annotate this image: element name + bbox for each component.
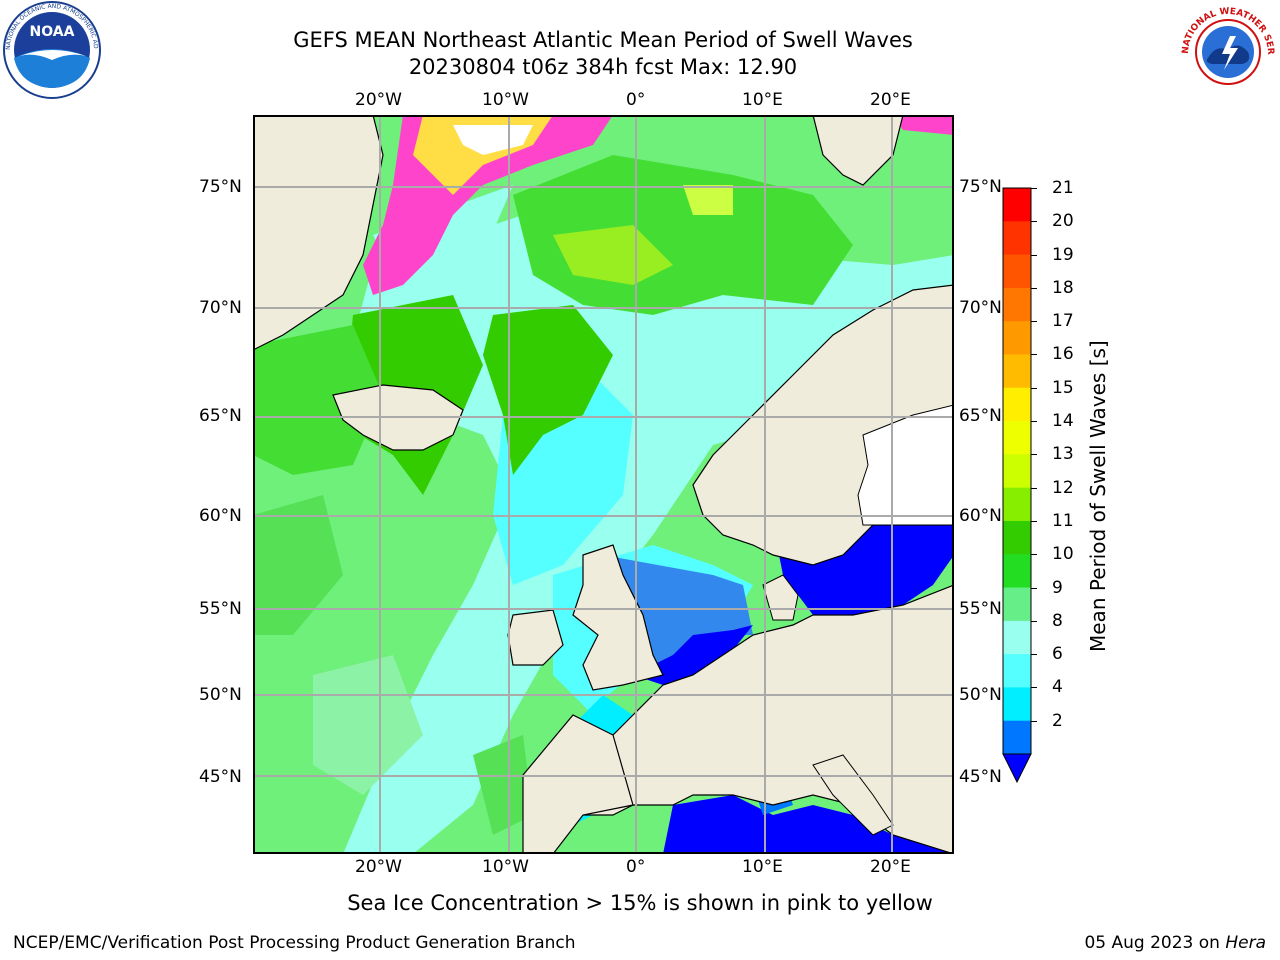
colorbar-tick-mark — [1031, 454, 1037, 456]
right-lat-label: 50°N — [959, 685, 1002, 705]
colorbar-tick-label: 4 — [1052, 677, 1063, 698]
colorbar-tick-label: 17 — [1052, 311, 1074, 332]
colorbar-tick-mark — [1031, 687, 1037, 689]
colorbar-tick-mark — [1031, 487, 1037, 489]
map-subtitle: 20230804 t06z 384h fcst Max: 12.90 — [408, 55, 798, 79]
map-title: GEFS MEAN Northeast Atlantic Mean Period… — [293, 28, 913, 52]
right-lat-label: 60°N — [959, 506, 1002, 526]
colorbar-band — [1003, 221, 1031, 256]
colorbar-tick-label: 10 — [1052, 544, 1074, 565]
right-lat-label: 55°N — [959, 599, 1002, 619]
colorbar-tick-label: 11 — [1052, 510, 1074, 531]
colorbar-tick-label: 15 — [1052, 377, 1074, 398]
colorbar-band — [1003, 554, 1031, 589]
top-lon-label: 0° — [626, 90, 646, 110]
colorbar-tick-mark — [1031, 254, 1037, 256]
host-name: Hera — [1225, 933, 1266, 953]
colorbar-tick-mark — [1031, 321, 1037, 323]
colorbar-band — [1003, 587, 1031, 622]
bottom-lon-label: 10°W — [482, 857, 529, 877]
colorbar-tick-mark — [1031, 554, 1037, 556]
colorbar-tick-label: 20 — [1052, 211, 1074, 232]
colorbar-band — [1003, 354, 1031, 389]
bottom-lon-label: 10°E — [742, 857, 783, 877]
left-lat-label: 55°N — [199, 599, 242, 619]
colorbar-extend-arrow — [1002, 753, 1032, 784]
colorbar — [1000, 186, 1040, 786]
colorbar-band — [1003, 487, 1031, 522]
right-lat-label: 70°N — [959, 298, 1002, 318]
bottom-lon-label: 20°E — [870, 857, 911, 877]
colorbar-tick-label: 6 — [1052, 644, 1063, 665]
colorbar-tick-label: 19 — [1052, 244, 1074, 265]
colorbar-band — [1003, 687, 1031, 722]
colorbar-tick-label: 2 — [1052, 710, 1063, 731]
colorbar-band — [1003, 654, 1031, 688]
nws-logo: NATIONAL WEATHER SERVICE — [1173, 0, 1280, 100]
right-lat-label: 75°N — [959, 177, 1002, 197]
colorbar-tick-label: 13 — [1052, 444, 1074, 465]
top-lon-label: 20°W — [355, 90, 402, 110]
colorbar-ticks: 21 20 19 18 17 16 15 14 13 12 11 10 9 8 6 4 2 — [1031, 178, 1102, 770]
colorbar-tick-mark — [1031, 421, 1037, 423]
left-lat-label: 65°N — [199, 406, 242, 426]
run-date-text: 05 Aug 2023 on — [1084, 933, 1226, 953]
colorbar-band — [1003, 620, 1031, 655]
swell-period-map — [253, 115, 954, 854]
run-date: 05 Aug 2023 on Hera — [1084, 933, 1266, 953]
colorbar-tick-label: 21 — [1052, 178, 1074, 198]
colorbar-tick-mark — [1031, 587, 1037, 589]
colorbar-tick-mark — [1031, 387, 1037, 389]
left-lat-label: 60°N — [199, 506, 242, 526]
colorbar-tick-mark — [1031, 221, 1037, 223]
colorbar-outline — [1002, 187, 1032, 755]
colorbar-tick-label: 14 — [1052, 411, 1074, 432]
colorbar-tick-mark — [1031, 287, 1037, 289]
colorbar-band — [1003, 287, 1031, 322]
right-lat-label: 45°N — [959, 767, 1002, 787]
colorbar-tick-label: 18 — [1052, 277, 1074, 298]
top-lon-label: 10°W — [482, 90, 529, 110]
right-lat-label: 65°N — [959, 406, 1002, 426]
colorbar-tick-mark — [1031, 654, 1037, 656]
colorbar-tick-mark — [1031, 354, 1037, 356]
colorbar-tick-label: 12 — [1052, 477, 1074, 498]
colorbar-band — [1003, 454, 1031, 489]
left-lat-label: 75°N — [199, 177, 242, 197]
left-lat-label: 50°N — [199, 685, 242, 705]
colorbar-tick-mark — [1031, 520, 1037, 522]
colorbar-band — [1003, 720, 1031, 755]
left-lat-label: 70°N — [199, 298, 242, 318]
colorbar-band — [1003, 254, 1031, 289]
bottom-lon-label: 0° — [626, 857, 646, 877]
colorbar-tick-mark — [1031, 620, 1037, 622]
colorbar-tick-label: 16 — [1052, 344, 1074, 365]
sea-ice-note: Sea Ice Concentration > 15% is shown in … — [347, 891, 933, 915]
colorbar-band — [1003, 387, 1031, 422]
top-lon-label: 10°E — [742, 90, 783, 110]
colorbar-label: Mean Period of Swell Waves [s] — [1086, 340, 1110, 652]
colorbar-tick-mark — [1031, 188, 1037, 189]
producer-credit: NCEP/EMC/Verification Post Processing Pr… — [13, 933, 576, 953]
colorbar-band — [1003, 520, 1031, 555]
colorbar-band — [1003, 321, 1031, 355]
colorbar-tick-label: 9 — [1052, 577, 1063, 598]
svg-text:NOAA: NOAA — [30, 24, 75, 40]
colorbar-band — [1003, 188, 1031, 222]
colorbar-tick-label: 8 — [1052, 610, 1063, 631]
left-lat-label: 45°N — [199, 767, 242, 787]
noaa-logo: NOAA NATIONAL OCEANIC AND ATMOSPHERIC AD… — [0, 0, 104, 100]
top-lon-label: 20°E — [870, 90, 911, 110]
bottom-lon-label: 20°W — [355, 857, 402, 877]
colorbar-band — [1003, 421, 1031, 455]
colorbar-tick-mark — [1031, 720, 1037, 722]
